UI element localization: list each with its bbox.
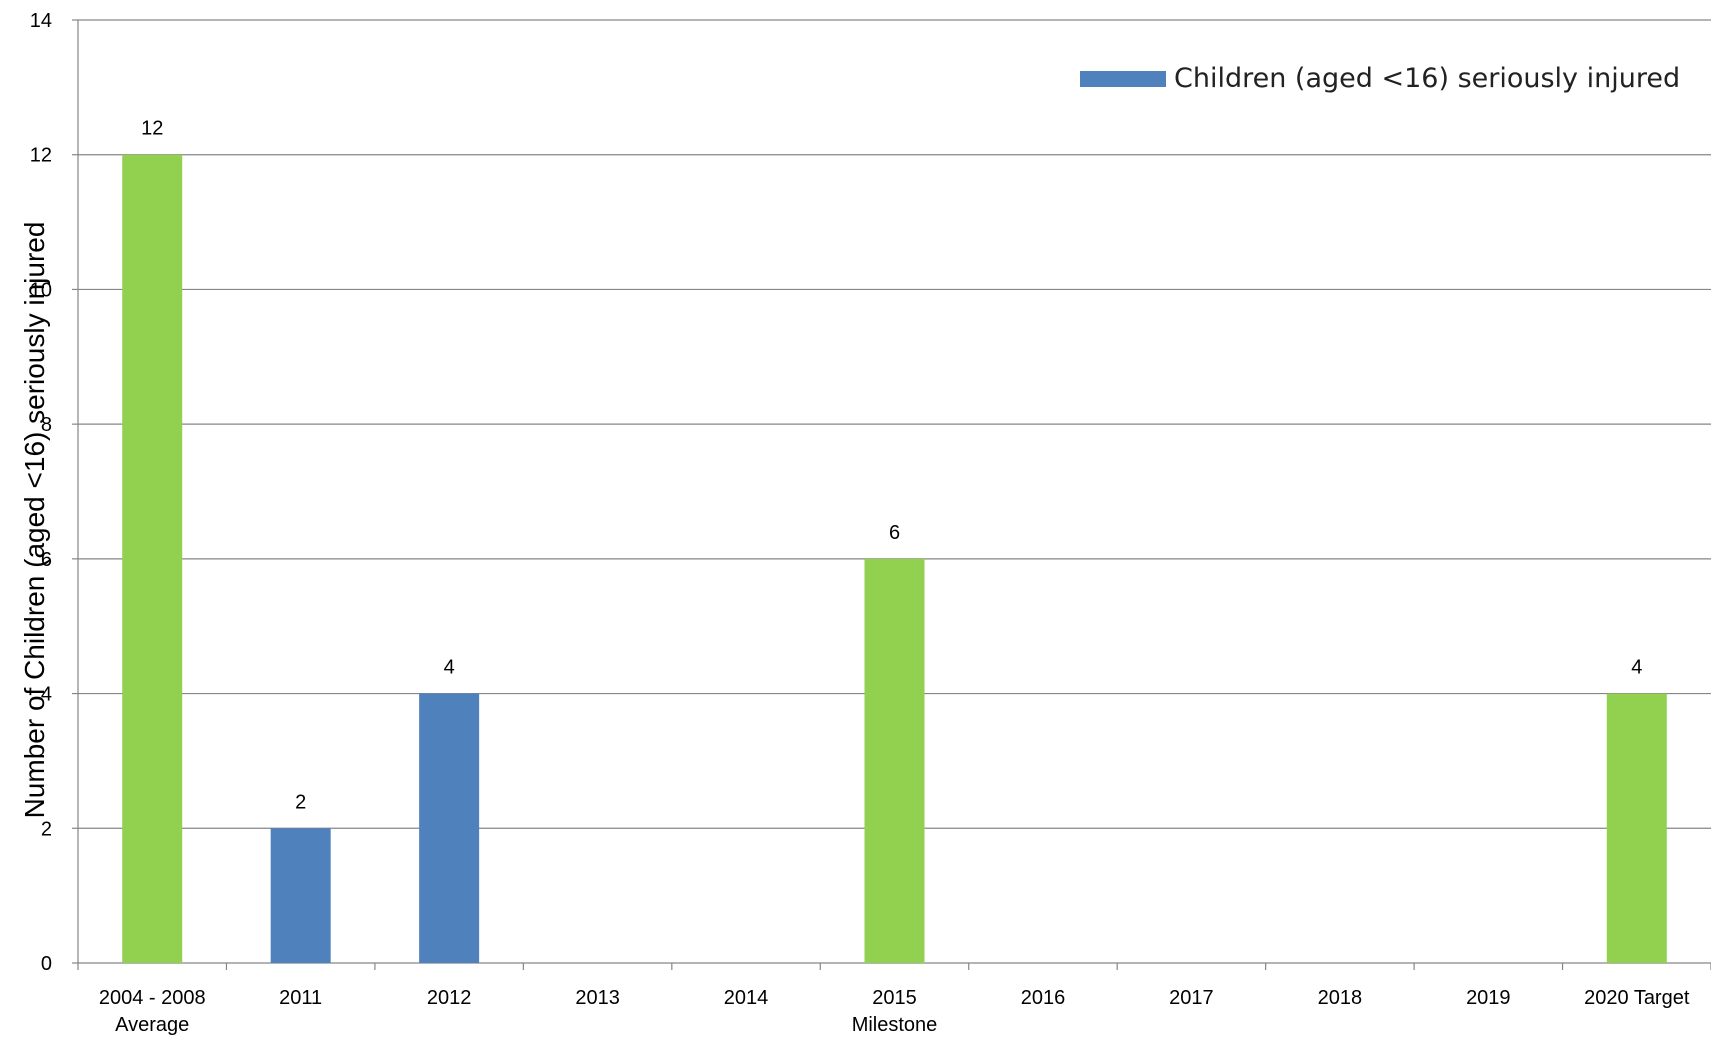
y-axis-title: Number of Children (aged <16) seriously … [19, 222, 50, 819]
data-label: 4 [444, 657, 455, 679]
data-label: 6 [889, 522, 900, 544]
y-tick-label: 2 [41, 818, 52, 840]
y-tick-label: 12 [30, 145, 52, 167]
data-labels: 12 2 4 6 4 [141, 118, 1642, 814]
x-tick-label: 2015 Milestone [852, 987, 938, 1036]
data-label: 2 [295, 791, 306, 813]
x-tick-label: 2012 [427, 987, 472, 1009]
legend-swatch [1080, 71, 1166, 87]
bar [864, 558, 925, 963]
data-label: 12 [141, 118, 163, 140]
x-tick-label: 2019 [1466, 987, 1511, 1009]
y-tick-label: 8 [41, 414, 52, 436]
x-tick-label: 2018 [1318, 987, 1363, 1009]
x-tick-label: 2011 [279, 987, 322, 1009]
bar [419, 693, 480, 963]
y-tick-label: 10 [30, 279, 52, 301]
x-tick-label: 2020 Target [1584, 987, 1690, 1009]
legend: Children (aged <16) seriously injured [1080, 63, 1680, 94]
bar [270, 828, 331, 963]
x-tick-label: 2017 [1169, 987, 1214, 1009]
bar [122, 154, 183, 963]
x-tick-label: 2004 - 2008 Average [99, 987, 206, 1036]
x-tick-label: 2014 [724, 987, 769, 1009]
axes: 0 2 4 6 8 10 12 14 2004 - 2008 Average 2011 2012 201… [30, 10, 1711, 1036]
bars [122, 154, 1667, 963]
data-label: 4 [1631, 657, 1642, 679]
y-tick-label: 4 [41, 684, 52, 706]
legend-label: Children (aged <16) seriously injured [1174, 63, 1680, 94]
y-tick-label: 0 [41, 953, 52, 975]
x-tick-label: 2013 [575, 987, 620, 1009]
x-tick-label: 2016 [1021, 987, 1066, 1009]
y-tick-label: 6 [41, 549, 52, 571]
bar [1606, 693, 1667, 963]
y-tick-label: 14 [30, 10, 52, 32]
